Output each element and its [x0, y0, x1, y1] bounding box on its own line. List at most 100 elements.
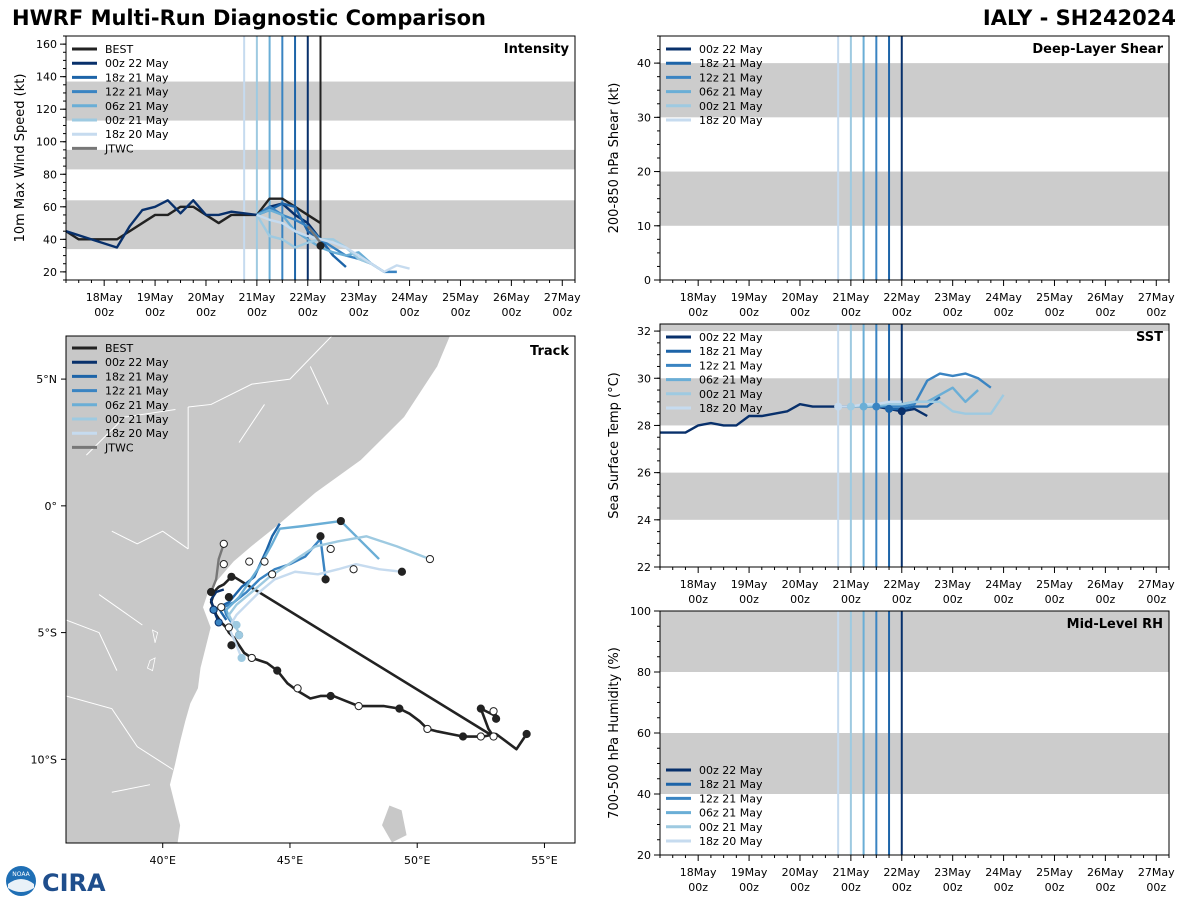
track-point: [217, 603, 226, 612]
figure-title: HWRF Multi-Run Diagnostic Comparison: [12, 6, 487, 30]
x-tick-label: 23May: [934, 291, 971, 304]
legend-label: 00z 21 May: [105, 413, 169, 426]
y-tick-label: 40: [637, 57, 651, 70]
x-tick-label: 25May: [1036, 866, 1073, 879]
x-tick-label: 00z: [994, 593, 1014, 606]
track-point: [395, 704, 404, 713]
x-tick-label: 24May: [985, 578, 1022, 591]
track-point: [224, 593, 233, 602]
track-point: [232, 620, 241, 630]
x-tick-label: 20May: [782, 866, 819, 879]
track-point: [489, 732, 498, 741]
y-tick-label: 5°N: [36, 373, 57, 386]
country-border: [111, 784, 151, 793]
panel-track: 40°E 45°E 50°E 55°E5°N0°5°S10°STrackBEST00z…: [31, 335, 576, 867]
plot-area: [660, 324, 1169, 567]
legend-label: 18z 20 May: [699, 402, 763, 415]
plot-area: [66, 36, 575, 280]
y-axis-label: 200-850 hPa Shear (kt): [607, 83, 622, 234]
x-tick-label: 22May: [883, 866, 920, 879]
legend-label: 18z 21 May: [105, 370, 169, 383]
x-tick-label: 00z: [841, 881, 861, 894]
panel-title: Mid-Level RH: [1067, 617, 1163, 632]
init-marker: [872, 402, 881, 411]
y-tick-label: 60: [637, 727, 651, 740]
x-tick-label: 23May: [340, 291, 377, 304]
track-point: [321, 575, 330, 584]
y-tick-label: 30: [637, 111, 651, 124]
track-point: [206, 587, 216, 597]
x-tick-label: 00z: [841, 306, 861, 319]
noaa-logo-text: NOAA: [12, 871, 30, 878]
track-point: [245, 557, 254, 566]
track-point: [273, 666, 282, 675]
legend-label: 18z 20 May: [105, 128, 169, 141]
legend-label: 06z 21 May: [699, 807, 763, 820]
x-tick-label: 00z: [943, 881, 963, 894]
track-point: [214, 618, 223, 627]
y-tick-label: 0°: [45, 500, 58, 513]
track-point: [316, 532, 325, 541]
x-tick-label: 00z: [145, 306, 165, 319]
track-point: [247, 653, 256, 663]
track-line: [227, 562, 403, 659]
legend-label: 12z 21 May: [105, 86, 169, 99]
plot-area: [660, 611, 1169, 855]
legend-label: JTWC: [104, 441, 134, 454]
land-mass: [66, 336, 451, 843]
legend-label: 00z 22 May: [699, 764, 763, 777]
track-point: [458, 732, 468, 741]
x-tick-label: 21May: [833, 866, 870, 879]
legend-label: 00z 21 May: [699, 388, 763, 401]
y-tick-label: 60: [43, 201, 57, 214]
legend-label: 18z 20 May: [699, 835, 763, 848]
panel-title: Intensity: [504, 42, 570, 57]
x-tick-label: 00z: [1045, 593, 1065, 606]
y-axis-label: 700-500 hPa Humidity (%): [607, 647, 622, 819]
best-marker: [316, 241, 325, 250]
legend-label: 06z 21 May: [105, 100, 169, 113]
track-point: [326, 691, 335, 701]
x-tick-label: 19May: [731, 578, 768, 591]
x-tick-label: 00z: [1045, 881, 1065, 894]
x-tick-label: 26May: [493, 291, 530, 304]
x-tick-label: 00z: [1095, 593, 1115, 606]
x-tick-label: 00z: [94, 306, 114, 319]
x-tick-label: 00z: [501, 306, 521, 319]
init-marker: [885, 404, 894, 413]
y-tick-label: 20: [43, 266, 57, 279]
x-tick-label: 26May: [1087, 866, 1124, 879]
country-border: [66, 619, 118, 671]
storm-id-title: IALY - SH242024: [982, 6, 1176, 30]
legend-label: JTWC: [104, 142, 134, 155]
panel-intensity: 20 40 60 80 100 120 140 160 Intensity 10m Max Win…: [13, 35, 581, 319]
panel-rh: 20 40 60 80 100 Mid-Level RH 700-500 hPa Humid…: [607, 605, 1175, 894]
track-point: [489, 707, 498, 716]
legend-label: BEST: [105, 43, 133, 56]
track-point: [522, 729, 531, 739]
legend-label: 18z 20 May: [105, 427, 169, 440]
y-tick-label: 140: [36, 71, 57, 84]
legend-label: BEST: [105, 342, 133, 355]
x-tick-label: 25May: [1036, 291, 1073, 304]
x-tick-label: 00z: [994, 306, 1014, 319]
category-band: [660, 324, 1169, 332]
x-tick-label: 18May: [680, 291, 717, 304]
y-tick-label: 30: [637, 372, 651, 385]
series-line: [889, 396, 941, 411]
x-tick-label: 18May: [680, 866, 717, 879]
legend-label: 18z 21 May: [699, 57, 763, 70]
country-border: [309, 366, 329, 405]
x-tick-label: 24May: [985, 866, 1022, 879]
category-band: [660, 63, 1169, 118]
x-tick-label: 00z: [1146, 306, 1166, 319]
x-tick-label: 55°E: [531, 854, 557, 867]
track-line: [209, 575, 528, 751]
cira-logo: NOAA CIRA: [6, 866, 106, 897]
track-point: [336, 516, 345, 526]
track-line: [225, 519, 380, 626]
x-tick-label: 21May: [239, 291, 276, 304]
x-tick-label: 00z: [196, 306, 216, 319]
y-tick-label: 40: [43, 233, 57, 246]
legend-label: 00z 22 May: [699, 331, 763, 344]
